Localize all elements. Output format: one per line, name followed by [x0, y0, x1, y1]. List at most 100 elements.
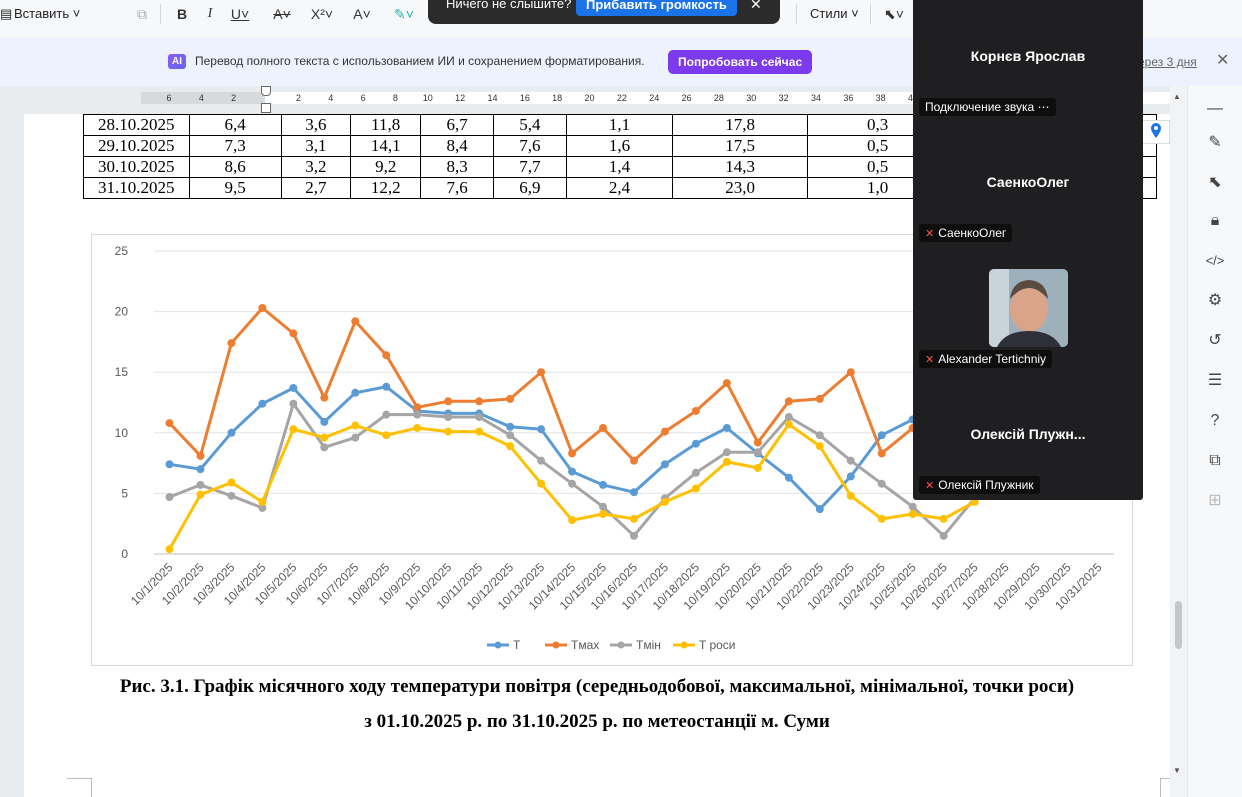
- data-point: [691, 484, 700, 493]
- table-cell[interactable]: 0,5: [807, 135, 948, 157]
- data-point: [289, 425, 298, 434]
- data-point: [691, 406, 700, 415]
- table-cell[interactable]: 2,4: [566, 177, 673, 199]
- close-icon[interactable]: ✕: [750, 0, 762, 12]
- data-point: [196, 480, 205, 489]
- data-point: [382, 410, 391, 419]
- data-point: [196, 465, 205, 474]
- format-painter-icon[interactable]: ⧉: [137, 6, 147, 22]
- data-point: [753, 448, 762, 457]
- table-cell[interactable]: 6,9: [492, 177, 568, 199]
- table-cell[interactable]: 1,4: [566, 156, 673, 178]
- scroll-thumb[interactable]: [1175, 601, 1182, 649]
- table-cell[interactable]: 5,4: [492, 114, 568, 136]
- table-cell[interactable]: 9,5: [188, 177, 282, 199]
- data-point: [630, 531, 638, 540]
- data-point: [599, 423, 608, 432]
- text-effects-button[interactable]: A˅: [353, 6, 371, 22]
- paste-icon[interactable]: ▤: [0, 6, 13, 21]
- legend-label: T: [513, 638, 521, 652]
- table-cell[interactable]: 14,1: [349, 135, 422, 157]
- superscript-button[interactable]: X²˅: [310, 6, 334, 22]
- remind-later-link[interactable]: ерез 3 дня: [1138, 55, 1197, 69]
- data-point: [939, 531, 948, 540]
- close-icon[interactable]: ✕: [1216, 52, 1230, 69]
- data-point: [351, 421, 360, 430]
- table-cell[interactable]: 23,0: [671, 177, 809, 199]
- vertical-scrollbar[interactable]: ▲ ▼: [1170, 86, 1187, 797]
- data-point: [815, 394, 824, 403]
- table-cell[interactable]: 9,2: [349, 156, 422, 178]
- lock-icon[interactable]: 🔒︎: [1210, 212, 1220, 229]
- styles-button[interactable]: Стили ˅: [810, 6, 859, 21]
- ruler-tick-label: 2: [231, 93, 237, 103]
- minus-icon[interactable]: —: [1207, 100, 1223, 117]
- table-cell[interactable]: 31.10.2025: [83, 177, 190, 199]
- participant-video: [989, 269, 1068, 347]
- table-cell[interactable]: 6,7: [420, 114, 494, 136]
- data-point: [382, 382, 391, 391]
- data-point: [537, 425, 546, 434]
- table-cell[interactable]: 3,2: [280, 156, 351, 178]
- data-point: [413, 410, 422, 419]
- data-point: [722, 457, 731, 466]
- pointer-icon[interactable]: ⬉: [1208, 174, 1222, 191]
- bold-button[interactable]: B: [176, 6, 188, 22]
- table-cell[interactable]: 7,6: [420, 177, 494, 199]
- table-cell[interactable]: 7,7: [492, 156, 568, 178]
- table-cell[interactable]: 1,1: [566, 114, 673, 136]
- grid-icon[interactable]: ⊞: [1208, 492, 1222, 509]
- try-now-button[interactable]: Попробовать сейчас: [668, 50, 813, 74]
- table-cell[interactable]: 29.10.2025: [83, 135, 190, 157]
- table-cell[interactable]: 3,1: [280, 135, 351, 157]
- location-pin-icon[interactable]: [1142, 120, 1170, 144]
- table-cell[interactable]: 1,6: [566, 135, 673, 157]
- table-cell[interactable]: 7,3: [188, 135, 282, 157]
- data-point: [227, 339, 236, 348]
- video-call-panel[interactable]: Корнєв Ярослав Подключение звука ⋯ Саенк…: [913, 0, 1143, 500]
- strikethrough-button[interactable]: A˅: [273, 6, 291, 22]
- data-point: [537, 479, 546, 488]
- table-cell[interactable]: 17,5: [671, 135, 809, 157]
- table-cell[interactable]: 11,8: [349, 114, 422, 136]
- compare-icon[interactable]: ⧉: [1209, 452, 1221, 469]
- data-point: [413, 403, 422, 412]
- y-tick-label: 20: [115, 305, 129, 319]
- table-cell[interactable]: 2,7: [280, 177, 351, 199]
- data-point: [258, 503, 267, 512]
- table-cell[interactable]: 8,6: [188, 156, 282, 178]
- data-point: [846, 491, 855, 500]
- table-cell[interactable]: 28.10.2025: [83, 114, 190, 136]
- history-icon[interactable]: ↺: [1208, 332, 1222, 349]
- table-cell[interactable]: 8,4: [420, 135, 494, 157]
- underline-button[interactable]: U˅: [230, 6, 250, 22]
- outline-icon[interactable]: ☰: [1207, 372, 1223, 389]
- pen-icon[interactable]: ✎: [1208, 134, 1222, 151]
- data-point: [630, 514, 638, 523]
- scroll-up-arrow[interactable]: ▲: [1173, 92, 1181, 101]
- scroll-down-arrow[interactable]: ▼: [1173, 766, 1181, 775]
- paste-button[interactable]: Вставить ˅: [14, 6, 81, 21]
- table-cell[interactable]: 12,2: [349, 177, 422, 199]
- table-cell[interactable]: 1,0: [807, 177, 948, 199]
- table-cell[interactable]: 30.10.2025: [83, 156, 190, 178]
- data-point: [475, 397, 484, 406]
- settings-sliders-icon[interactable]: ⚙: [1207, 292, 1223, 309]
- data-point: [165, 545, 174, 554]
- table-cell[interactable]: 6,4: [188, 114, 282, 136]
- table-cell[interactable]: 3,6: [280, 114, 351, 136]
- table-cell[interactable]: 8,3: [420, 156, 494, 178]
- table-cell[interactable]: 14,3: [671, 156, 809, 178]
- table-cell[interactable]: 17,8: [671, 114, 809, 136]
- increase-volume-button[interactable]: Прибавить громкость: [576, 0, 737, 16]
- left-indent-marker[interactable]: [261, 103, 271, 113]
- help-icon[interactable]: ?: [1210, 412, 1220, 429]
- italic-button[interactable]: I: [207, 6, 213, 21]
- data-point: [351, 388, 360, 397]
- highlight-button[interactable]: ✎˅: [394, 6, 414, 22]
- code-icon[interactable]: </>: [1205, 253, 1225, 268]
- table-cell[interactable]: 7,6: [492, 135, 568, 157]
- select-tool-icon[interactable]: ⬉˅: [884, 6, 904, 22]
- data-point: [846, 368, 855, 377]
- indent-marker[interactable]: [261, 86, 271, 96]
